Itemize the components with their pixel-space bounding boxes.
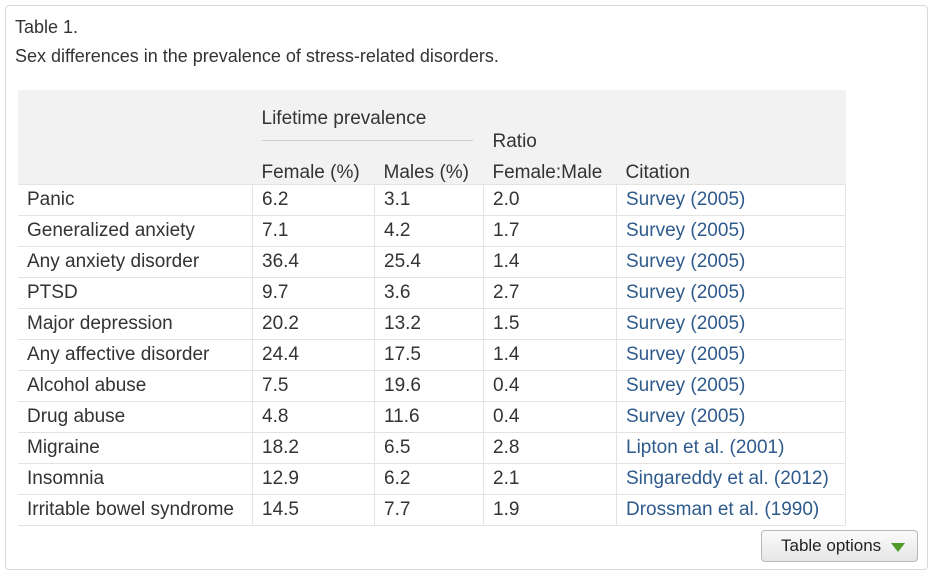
cell-ratio: 0.4 bbox=[483, 401, 617, 433]
table-row: PTSD 9.7 3.6 2.7 Survey (2005) bbox=[18, 277, 846, 309]
cell-female: 12.9 bbox=[252, 463, 375, 495]
table-row: Migraine 18.2 6.5 2.8 Lipton et al. (2001) bbox=[18, 432, 846, 464]
header-lifetime-prevalence: Lifetime prevalence bbox=[252, 90, 484, 153]
cell-ratio: 1.4 bbox=[483, 339, 617, 371]
citation-link[interactable]: Singareddy et al. (2012) bbox=[626, 468, 829, 489]
cell-ratio: 0.4 bbox=[483, 370, 617, 402]
table-title: Sex differences in the prevalence of str… bbox=[15, 46, 499, 66]
cell-male: 25.4 bbox=[374, 246, 484, 278]
cell-condition: Any affective disorder bbox=[18, 339, 253, 371]
table-row: Alcohol abuse 7.5 19.6 0.4 Survey (2005) bbox=[18, 370, 846, 402]
table-row: Any anxiety disorder 36.4 25.4 1.4 Survey (2… bbox=[18, 246, 846, 278]
header-males: Males (%) bbox=[374, 153, 484, 185]
citation-link[interactable]: Survey (2005) bbox=[626, 189, 746, 210]
table-row: Major depression 20.2 13.2 1.5 Survey (2005) bbox=[18, 308, 846, 340]
header-female: Female (%) bbox=[252, 153, 375, 185]
table-row: Irritable bowel syndrome 14.5 7.7 1.9 Drossm… bbox=[18, 494, 846, 526]
cell-female: 36.4 bbox=[252, 246, 375, 278]
header-condition bbox=[18, 90, 253, 185]
cell-female: 4.8 bbox=[252, 401, 375, 433]
cell-citation: Lipton et al. (2001) bbox=[616, 432, 846, 464]
cell-citation: Survey (2005) bbox=[616, 184, 846, 216]
table-header: Lifetime prevalence Ratio Female (%) Mal… bbox=[18, 90, 846, 185]
citation-link[interactable]: Survey (2005) bbox=[626, 282, 746, 303]
cell-condition: Any anxiety disorder bbox=[18, 246, 253, 278]
cell-female: 18.2 bbox=[252, 432, 375, 464]
table-row: Insomnia 12.9 6.2 2.1 Singareddy et al. (201… bbox=[18, 463, 846, 495]
citation-link[interactable]: Survey (2005) bbox=[626, 220, 746, 241]
citation-link[interactable]: Survey (2005) bbox=[626, 406, 746, 427]
cell-ratio: 2.8 bbox=[483, 432, 617, 464]
cell-female: 20.2 bbox=[252, 308, 375, 340]
table-row: Drug abuse 4.8 11.6 0.4 Survey (2005) bbox=[18, 401, 846, 433]
cell-condition: Insomnia bbox=[18, 463, 253, 495]
cell-citation: Survey (2005) bbox=[616, 370, 846, 402]
cell-condition: Alcohol abuse bbox=[18, 370, 253, 402]
cell-male: 19.6 bbox=[374, 370, 484, 402]
header-ratio: Ratio bbox=[483, 130, 617, 153]
citation-link[interactable]: Survey (2005) bbox=[626, 313, 746, 334]
cell-female: 14.5 bbox=[252, 494, 375, 526]
cell-condition: PTSD bbox=[18, 277, 253, 309]
table-options-button[interactable]: Table options bbox=[761, 530, 918, 562]
cell-ratio: 2.1 bbox=[483, 463, 617, 495]
table-row: Generalized anxiety 7.1 4.2 1.7 Survey (2005… bbox=[18, 215, 846, 247]
triangle-down-icon bbox=[891, 542, 906, 552]
cell-ratio: 2.7 bbox=[483, 277, 617, 309]
cell-condition: Panic bbox=[18, 184, 253, 216]
cell-citation: Survey (2005) bbox=[616, 246, 846, 278]
cell-male: 6.2 bbox=[374, 463, 484, 495]
cell-condition: Drug abuse bbox=[18, 401, 253, 433]
citation-link[interactable]: Drossman et al. (1990) bbox=[626, 499, 820, 520]
cell-ratio: 2.0 bbox=[483, 184, 617, 216]
header-citation-blank bbox=[616, 90, 846, 153]
cell-ratio: 1.7 bbox=[483, 215, 617, 247]
cell-citation: Drossman et al. (1990) bbox=[616, 494, 846, 526]
cell-ratio: 1.9 bbox=[483, 494, 617, 526]
cell-male: 13.2 bbox=[374, 308, 484, 340]
header-lifetime-prevalence-label: Lifetime prevalence bbox=[261, 108, 473, 141]
prevalence-table: Lifetime prevalence Ratio Female (%) Mal… bbox=[18, 90, 846, 526]
cell-citation: Singareddy et al. (2012) bbox=[616, 463, 846, 495]
cell-female: 6.2 bbox=[252, 184, 375, 216]
cell-male: 7.7 bbox=[374, 494, 484, 526]
header-female-male: Female:Male bbox=[483, 153, 617, 185]
cell-male: 6.5 bbox=[374, 432, 484, 464]
citation-link[interactable]: Survey (2005) bbox=[626, 375, 746, 396]
citation-link[interactable]: Survey (2005) bbox=[626, 251, 746, 272]
cell-citation: Survey (2005) bbox=[616, 215, 846, 247]
cell-ratio: 1.4 bbox=[483, 246, 617, 278]
cell-condition: Irritable bowel syndrome bbox=[18, 494, 253, 526]
table-row: Any affective disorder 24.4 17.5 1.4 Survey … bbox=[18, 339, 846, 371]
cell-male: 11.6 bbox=[374, 401, 484, 433]
cell-female: 24.4 bbox=[252, 339, 375, 371]
cell-condition: Major depression bbox=[18, 308, 253, 340]
citation-link[interactable]: Survey (2005) bbox=[626, 344, 746, 365]
table-body: Panic 6.2 3.1 2.0 Survey (2005) Generalized a… bbox=[18, 184, 846, 526]
cell-female: 9.7 bbox=[252, 277, 375, 309]
cell-male: 17.5 bbox=[374, 339, 484, 371]
cell-male: 3.6 bbox=[374, 277, 484, 309]
cell-citation: Survey (2005) bbox=[616, 308, 846, 340]
header-ratio-blank bbox=[483, 90, 617, 130]
cell-female: 7.5 bbox=[252, 370, 375, 402]
table-options-label: Table options bbox=[781, 536, 882, 555]
cell-condition: Generalized anxiety bbox=[18, 215, 253, 247]
cell-female: 7.1 bbox=[252, 215, 375, 247]
cell-ratio: 1.5 bbox=[483, 308, 617, 340]
header-citation: Citation bbox=[616, 153, 846, 185]
table-row: Panic 6.2 3.1 2.0 Survey (2005) bbox=[18, 184, 846, 216]
cell-citation: Survey (2005) bbox=[616, 277, 846, 309]
cell-citation: Survey (2005) bbox=[616, 339, 846, 371]
cell-male: 3.1 bbox=[374, 184, 484, 216]
cell-citation: Survey (2005) bbox=[616, 401, 846, 433]
cell-condition: Migraine bbox=[18, 432, 253, 464]
table-label: Table 1. bbox=[15, 17, 79, 37]
cell-male: 4.2 bbox=[374, 215, 484, 247]
citation-link[interactable]: Lipton et al. (2001) bbox=[626, 437, 785, 458]
